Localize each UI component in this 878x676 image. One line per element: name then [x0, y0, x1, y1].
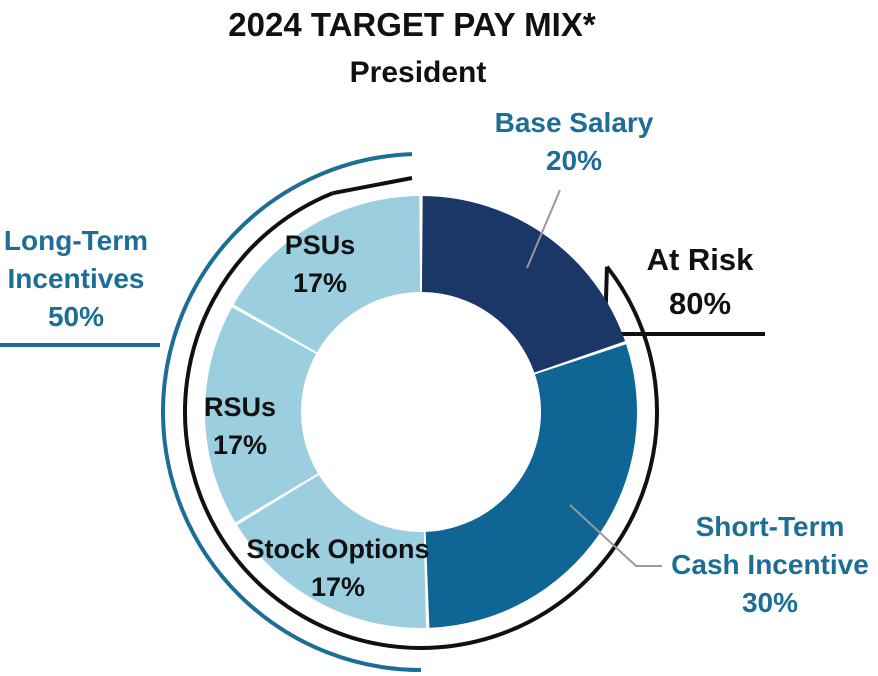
- slice-psus: [233, 196, 421, 353]
- bracket-lti-arc: [161, 152, 422, 672]
- label-psus: PSUs 17%: [285, 230, 356, 298]
- bracket-at-risk-arc: [183, 191, 659, 650]
- leader-lines: [526, 189, 662, 567]
- group-brackets: [0, 152, 765, 672]
- label-long-term-incentives: Long-Term Incentives 50%: [4, 225, 148, 332]
- leader-base-salary: [526, 189, 561, 269]
- chart-labels: Base Salary 20% Short-Term Cash Incentive 30…: [4, 107, 869, 618]
- chart-subtitle: President: [350, 56, 487, 89]
- donut-slices: [204, 196, 637, 628]
- slice-rsus: [204, 307, 318, 523]
- bracket-at-risk-top: [332, 176, 413, 196]
- label-stock-options: Stock Options 17%: [246, 534, 429, 602]
- label-short-term-cash-incentive: Short-Term Cash Incentive 30%: [671, 511, 869, 618]
- chart-title: 2024 TARGET PAY MIX*: [228, 6, 596, 43]
- label-base-salary: Base Salary 20%: [495, 107, 654, 176]
- slice-base-salary: [421, 196, 626, 373]
- slice-stock-options: [237, 474, 427, 628]
- leader-short-term: [569, 504, 662, 567]
- label-rsus: RSUs 17%: [204, 392, 276, 460]
- label-at-risk: At Risk 80%: [647, 242, 755, 321]
- slice-short-term-cash-incentive: [425, 344, 637, 628]
